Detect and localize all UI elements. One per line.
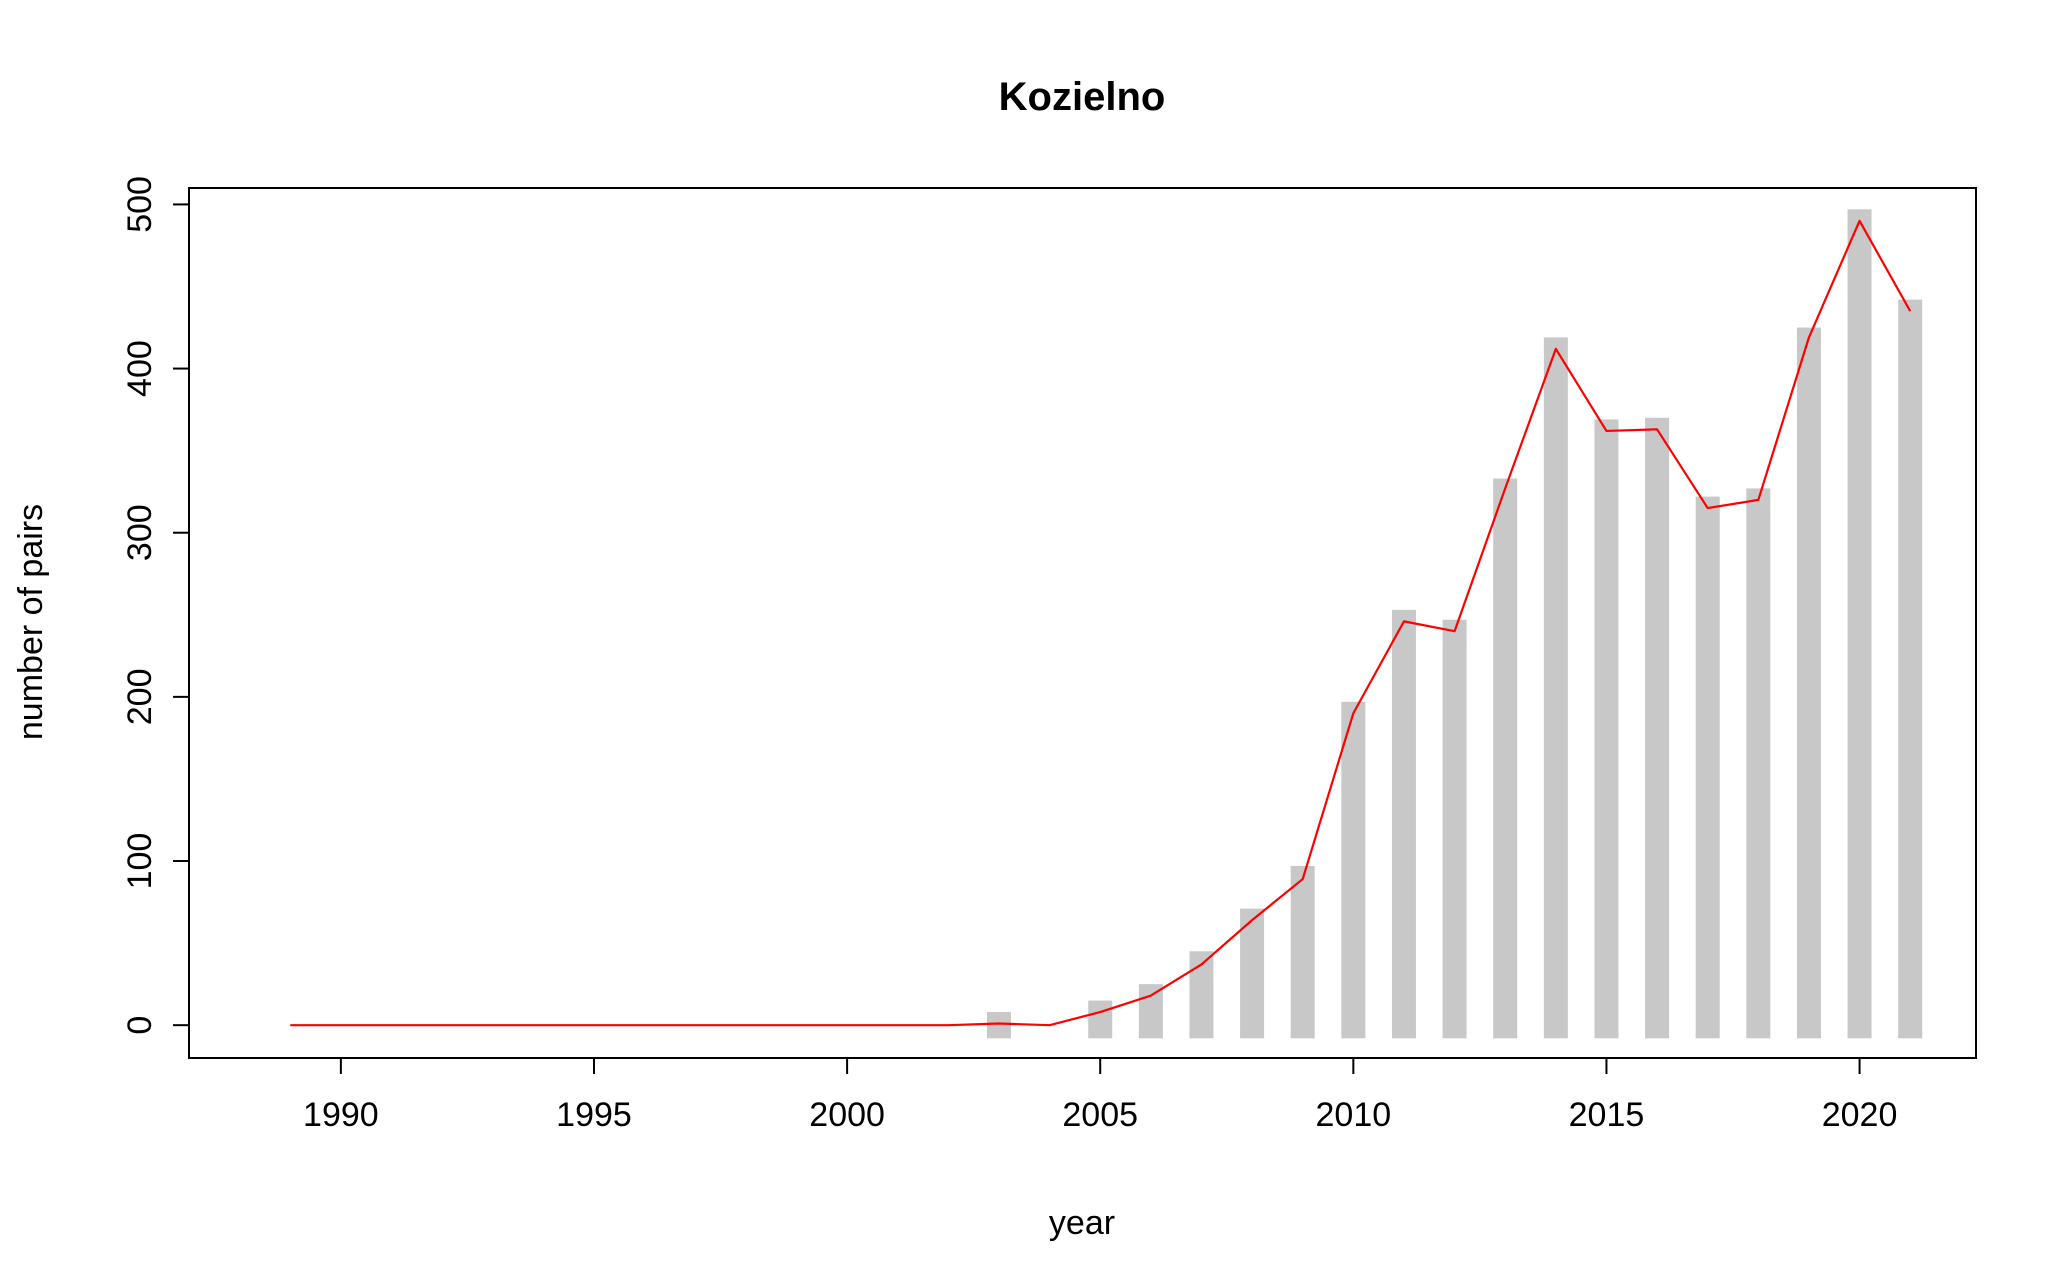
line-layer xyxy=(290,219,1912,1027)
y-tick-label-500: 500 xyxy=(121,176,159,233)
x-tick-label-2020: 2020 xyxy=(1822,1096,1898,1134)
x-axis-label: year xyxy=(1049,1204,1115,1242)
chart-title: Kozielno xyxy=(999,75,1166,119)
bar-2019 xyxy=(1796,327,1821,1039)
y-tick-label-200: 200 xyxy=(121,669,159,726)
y-tick-label-400: 400 xyxy=(121,340,159,397)
x-tick-label-1990: 1990 xyxy=(303,1096,379,1134)
series-line-0 xyxy=(290,219,1912,1027)
x-tick-label-2015: 2015 xyxy=(1569,1096,1645,1134)
bar-2014 xyxy=(1543,337,1568,1039)
x-tick-label-2000: 2000 xyxy=(809,1096,885,1134)
bar-2006 xyxy=(1138,984,1163,1039)
y-axis-label: number of pairs xyxy=(12,504,50,740)
bar-2012 xyxy=(1442,619,1467,1039)
bar-2005 xyxy=(1088,1000,1113,1039)
y-tick-label-100: 100 xyxy=(121,833,159,890)
y-axis: 0 100 200 300 400 500 xyxy=(121,176,190,1035)
bar-2015 xyxy=(1594,419,1619,1039)
bar-2011 xyxy=(1391,609,1416,1039)
x-tick-label-2010: 2010 xyxy=(1316,1096,1392,1134)
bar-2020 xyxy=(1847,209,1872,1039)
bar-2017 xyxy=(1695,496,1720,1039)
bar-2009 xyxy=(1290,865,1315,1039)
bars-layer xyxy=(986,209,1923,1039)
bar-2021 xyxy=(1898,299,1923,1039)
y-tick-label-0: 0 xyxy=(121,1016,159,1035)
x-axis: 1990 1995 2000 2005 2010 2015 2020 xyxy=(303,1057,1898,1134)
y-tick-label-300: 300 xyxy=(121,504,159,561)
bar-2013 xyxy=(1493,478,1518,1039)
bar-2018 xyxy=(1746,488,1771,1039)
x-tick-label-2005: 2005 xyxy=(1062,1096,1138,1134)
bar-2008 xyxy=(1240,908,1265,1039)
bar-2003 xyxy=(986,1012,1011,1039)
bar-2007 xyxy=(1189,951,1214,1039)
x-tick-label-1995: 1995 xyxy=(556,1096,632,1134)
bar-2016 xyxy=(1645,417,1670,1039)
bar-2010 xyxy=(1341,701,1366,1039)
